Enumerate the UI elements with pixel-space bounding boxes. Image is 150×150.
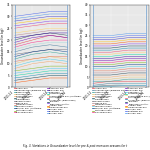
Text: Fig. 3. Variations in Groundwater level for pre & post monsoon seasons for t: Fig. 3. Variations in Groundwater level …: [23, 144, 127, 148]
Y-axis label: Groundwater level (m bgl): Groundwater level (m bgl): [80, 28, 84, 64]
Legend: Aranhi well, Chandan well (Badgaon Dist, Gangrar well, Gunegaon well, Goverdhan : Aranhi well, Chandan well (Badgaon Dist,…: [13, 87, 82, 114]
Legend: Aranhi well, Chandan well (Badgaon Dist, Gangrar well, Gunegaon well, Goverdhan : Aranhi well, Chandan well (Badgaon Dist,…: [92, 87, 150, 114]
Y-axis label: Groundwater level (m bgl): Groundwater level (m bgl): [1, 28, 5, 64]
